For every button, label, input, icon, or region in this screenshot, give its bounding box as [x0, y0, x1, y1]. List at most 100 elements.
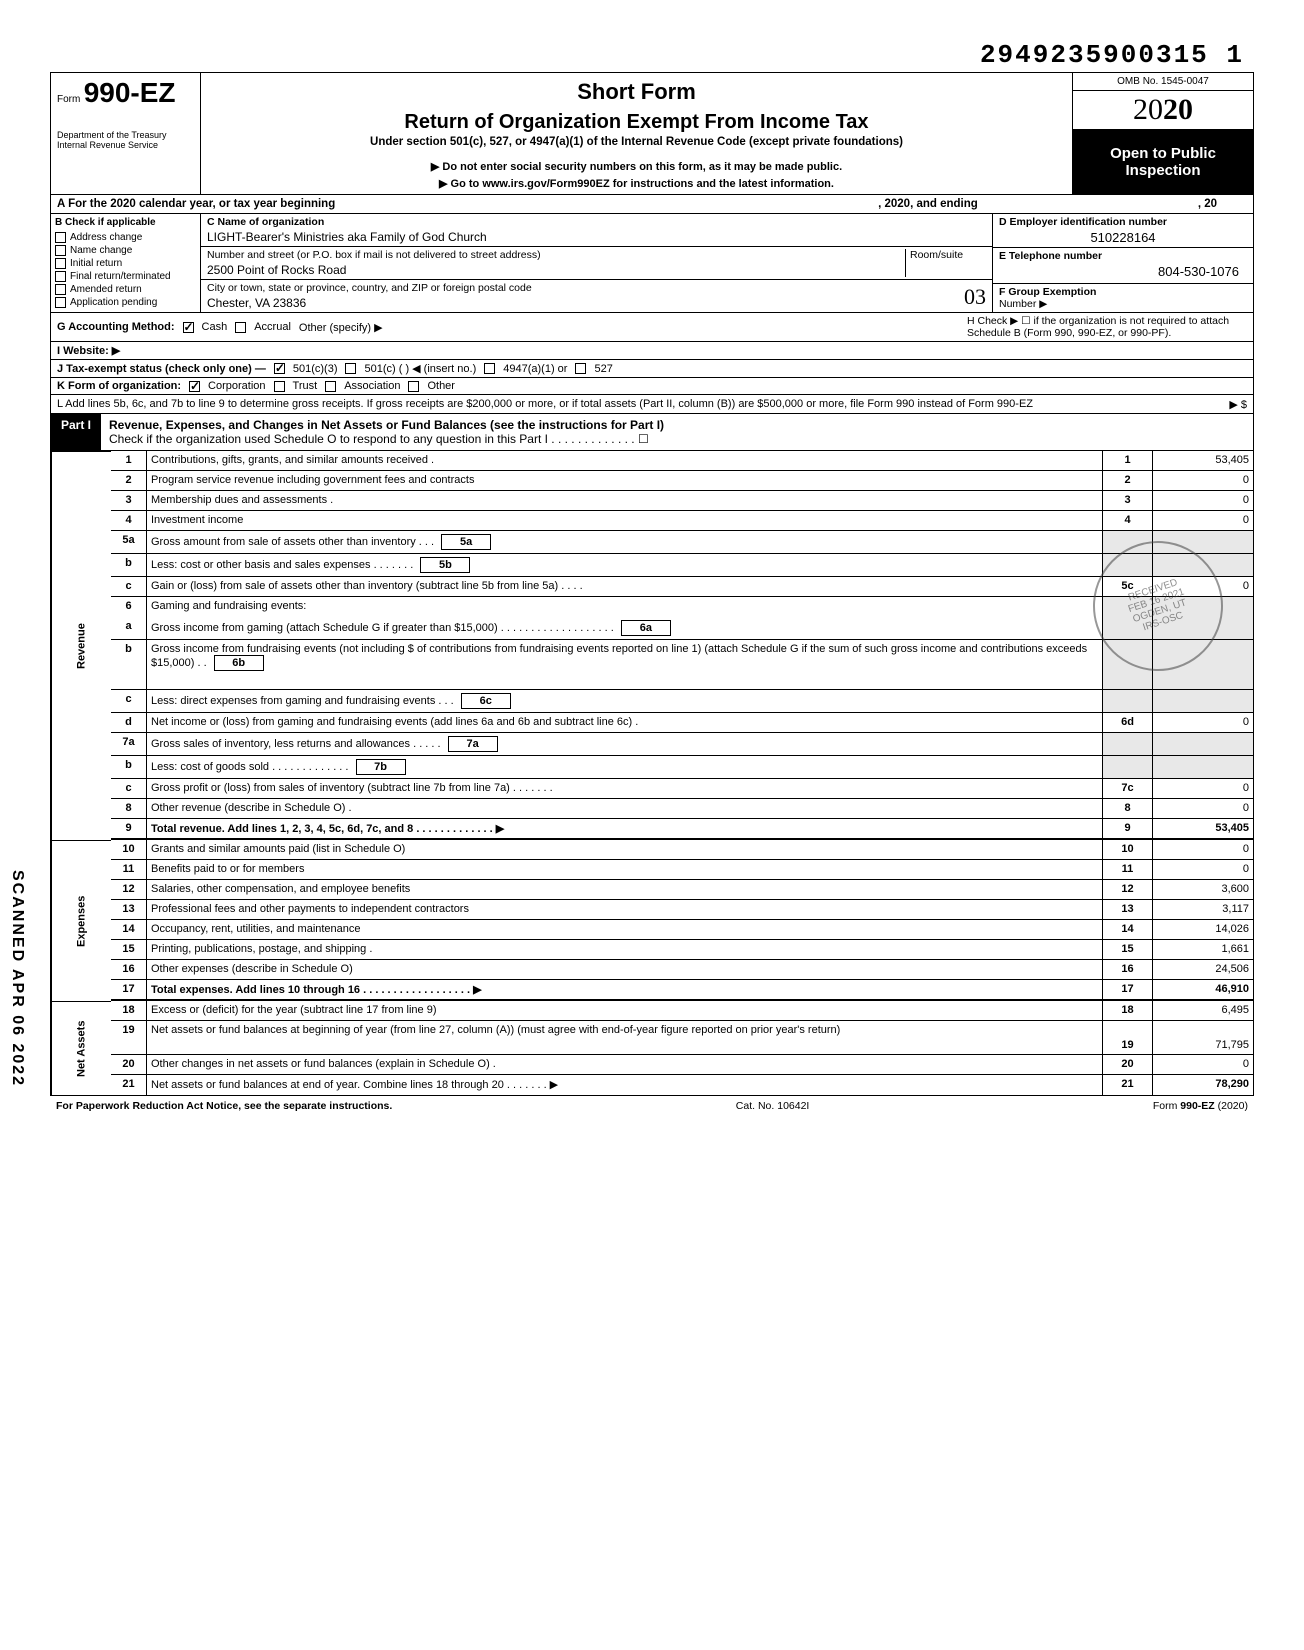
- b8: 8: [1103, 799, 1153, 819]
- k-label: K Form of organization:: [57, 380, 181, 392]
- v4: 0: [1153, 511, 1253, 531]
- v8: 0: [1153, 799, 1253, 819]
- cal-a: A For the 2020 calendar year, or tax yea…: [57, 198, 335, 210]
- d6c: Less: direct expenses from gaming and fu…: [147, 690, 1103, 713]
- d-label: D Employer identification number: [999, 216, 1167, 228]
- d6a-t: Gross income from gaming (attach Schedul…: [151, 622, 614, 634]
- form-header: Form 990-EZ Department of the Treasury I…: [51, 73, 1253, 195]
- form-label: Form: [57, 94, 80, 105]
- b5b-shade: [1103, 554, 1153, 577]
- foot-right: Form 990-EZ (2020): [1153, 1100, 1248, 1112]
- chk-amend[interactable]: [55, 284, 66, 295]
- n19: 19: [111, 1021, 147, 1055]
- org-center: C Name of organization LIGHT-Bearer's Mi…: [201, 214, 993, 312]
- n6b: b: [111, 640, 147, 690]
- v7a-shade: [1153, 733, 1253, 756]
- d7b: Less: cost of goods sold . . . . . . . .…: [147, 756, 1103, 779]
- b2: 2: [1103, 471, 1153, 491]
- chk-addr-lbl: Address change: [70, 232, 142, 243]
- chk-name-lbl: Name change: [70, 245, 132, 256]
- n15: 15: [111, 940, 147, 960]
- b7c: 7c: [1103, 779, 1153, 799]
- k-other: Other: [427, 380, 455, 392]
- b6-shade: [1103, 597, 1153, 617]
- n11: 11: [111, 860, 147, 880]
- d5b-t: Less: cost or other basis and sales expe…: [151, 559, 413, 571]
- v12: 3,600: [1153, 880, 1253, 900]
- revenue-grid: Revenue 1 Contributions, gifts, grants, …: [51, 451, 1253, 840]
- b21: 21: [1103, 1075, 1153, 1095]
- form-id-cell: Form 990-EZ Department of the Treasury I…: [51, 73, 201, 194]
- chk-assoc[interactable]: [325, 381, 336, 392]
- v13: 3,117: [1153, 900, 1253, 920]
- chk-accrual[interactable]: [235, 322, 246, 333]
- d14: Occupancy, rent, utilities, and maintena…: [147, 920, 1103, 940]
- chk-501c[interactable]: [345, 363, 356, 374]
- street-label: Number and street (or P.O. box if mail i…: [207, 249, 541, 261]
- n7c: c: [111, 779, 147, 799]
- d16: Other expenses (describe in Schedule O): [147, 960, 1103, 980]
- chk-name[interactable]: [55, 245, 66, 256]
- title-cell: Short Form Return of Organization Exempt…: [201, 73, 1073, 194]
- d13: Professional fees and other payments to …: [147, 900, 1103, 920]
- title-note2: ▶ Go to www.irs.gov/Form990EZ for instru…: [209, 177, 1064, 190]
- f-label2: Number ▶: [999, 298, 1047, 310]
- inspection-box: Open to Public Inspection: [1073, 130, 1253, 194]
- v5a-shade: [1153, 531, 1253, 554]
- chk-501c3[interactable]: [274, 363, 285, 374]
- room-label: Room/suite: [910, 249, 963, 261]
- v20: 0: [1153, 1055, 1253, 1075]
- g-other: Other (specify) ▶: [299, 321, 383, 334]
- l-text: L Add lines 5b, 6c, and 7b to line 9 to …: [57, 398, 1033, 410]
- chk-527[interactable]: [575, 363, 586, 374]
- j-527: 527: [594, 363, 612, 375]
- dept-label: Department of the Treasury Internal Reve…: [57, 131, 194, 151]
- n17: 17: [111, 980, 147, 1001]
- v7b-shade: [1153, 756, 1253, 779]
- footer: For Paperwork Reduction Act Notice, see …: [50, 1096, 1254, 1116]
- scanned-stamp: SCANNED APR 06 2022: [8, 870, 26, 1087]
- v18: 6,495: [1153, 1001, 1253, 1021]
- b13: 13: [1103, 900, 1153, 920]
- city-label: City or town, state or province, country…: [207, 282, 532, 294]
- foot-mid: Cat. No. 10642I: [736, 1100, 810, 1112]
- chk-other[interactable]: [408, 381, 419, 392]
- chk-addr[interactable]: [55, 232, 66, 243]
- ib7a: 7a: [448, 736, 498, 752]
- d6: Gaming and fundraising events:: [147, 597, 1103, 617]
- chk-init-lbl: Initial return: [70, 258, 122, 269]
- org-street: 2500 Point of Rocks Road: [207, 261, 901, 277]
- b7a-shade: [1103, 733, 1153, 756]
- chk-app[interactable]: [55, 297, 66, 308]
- v6-shade: [1153, 597, 1253, 617]
- chk-init[interactable]: [55, 258, 66, 269]
- d5b: Less: cost or other basis and sales expe…: [147, 554, 1103, 577]
- d6d: Net income or (loss) from gaming and fun…: [147, 713, 1103, 733]
- foot-left: For Paperwork Reduction Act Notice, see …: [56, 1100, 392, 1112]
- v6c-shade: [1153, 690, 1253, 713]
- chk-corp[interactable]: [189, 381, 200, 392]
- n7b: b: [111, 756, 147, 779]
- phone: 804-530-1076: [999, 262, 1247, 281]
- g-cash: Cash: [202, 321, 228, 333]
- n6d: d: [111, 713, 147, 733]
- chk-cash[interactable]: [183, 322, 194, 333]
- part1-title: Revenue, Expenses, and Changes in Net As…: [101, 414, 1253, 450]
- g-accrual: Accrual: [254, 321, 291, 333]
- ib7b: 7b: [356, 759, 406, 775]
- b17: 17: [1103, 980, 1153, 1001]
- ib5b: 5b: [420, 557, 470, 573]
- b10: 10: [1103, 840, 1153, 860]
- title-sub: Under section 501(c), 527, or 4947(a)(1)…: [209, 136, 1064, 148]
- chk-4947[interactable]: [484, 363, 495, 374]
- b16: 16: [1103, 960, 1153, 980]
- n1: 1: [111, 451, 147, 471]
- org-block: B Check if applicable Address change Nam…: [51, 214, 1253, 313]
- inspection-label: Inspection: [1077, 162, 1249, 179]
- chk-trust[interactable]: [274, 381, 285, 392]
- chk-final[interactable]: [55, 271, 66, 282]
- d10: Grants and similar amounts paid (list in…: [147, 840, 1103, 860]
- row-l: L Add lines 5b, 6c, and 7b to line 9 to …: [51, 395, 1253, 414]
- section-revenue: Revenue: [51, 451, 111, 840]
- k-corp: Corporation: [208, 380, 265, 392]
